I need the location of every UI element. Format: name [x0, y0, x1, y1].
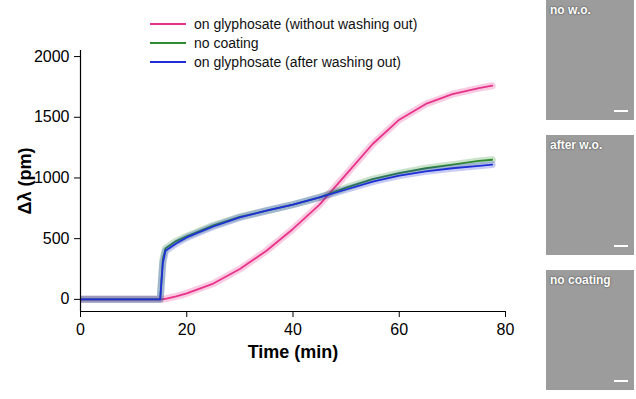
svg-text:1500: 1500: [34, 108, 70, 125]
html-text:no w.o.: no w.o.: [550, 3, 591, 17]
svg-text:20: 20: [178, 321, 196, 338]
svg-text:2000: 2000: [34, 48, 70, 65]
html-text:no coating: no coating: [194, 34, 259, 51]
svg-text:1000: 1000: [34, 169, 70, 186]
html-text:on glyphosate (without washing: on glyphosate (without washing out): [194, 15, 418, 32]
svg-text:40: 40: [284, 321, 302, 338]
svg-text:500: 500: [43, 230, 70, 247]
svg-text:80: 80: [497, 321, 515, 338]
html-text:no coating: no coating: [550, 273, 611, 287]
svg-text:0: 0: [76, 321, 85, 338]
svg-text:0: 0: [61, 290, 70, 307]
svg-text:60: 60: [390, 321, 408, 338]
html-text:on glyphosate (after washing o: on glyphosate (after washing out): [194, 53, 401, 70]
svg-text:Time (min): Time (min): [248, 342, 339, 362]
svg-text:Δλ (pm): Δλ (pm): [15, 148, 35, 215]
html-text:after w.o.: after w.o.: [550, 138, 603, 152]
